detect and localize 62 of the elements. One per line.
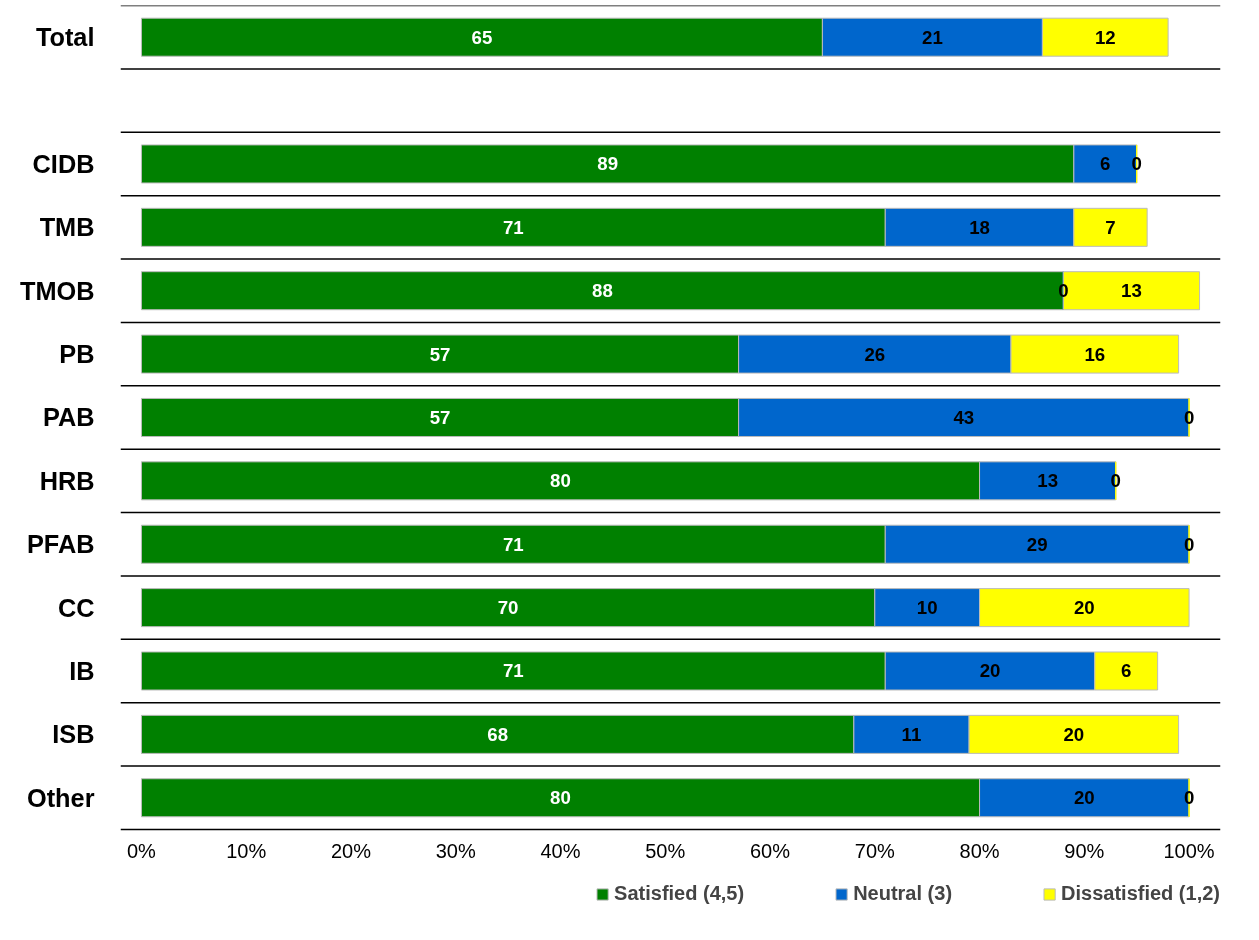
data-label: 21	[922, 26, 943, 48]
x-tick-label: 20%	[330, 840, 372, 863]
x-tick-label: 80%	[959, 840, 1000, 863]
data-label: 16	[1084, 343, 1106, 365]
legend-label: Neutral (3)	[853, 882, 953, 905]
y-tick-label: Other	[26, 783, 95, 812]
legend-label: Satisfied (4,5)	[614, 882, 745, 905]
data-label: 26	[864, 343, 886, 365]
data-label: 88	[592, 280, 613, 302]
data-label: 20	[1063, 723, 1085, 745]
data-label: 12	[1094, 26, 1116, 48]
data-label: 68	[487, 723, 509, 745]
data-label: 0	[1131, 153, 1142, 175]
data-label: 80	[550, 470, 571, 492]
data-label: 20	[979, 660, 1001, 682]
data-label: 13	[1121, 280, 1142, 302]
data-label: 57	[429, 406, 451, 428]
x-tick-label: 60%	[750, 840, 791, 863]
y-tick-label: CC	[57, 593, 95, 622]
y-tick-label: TMB	[39, 213, 95, 242]
x-tick-label: 90%	[1064, 840, 1105, 863]
y-tick-label: HRB	[39, 466, 95, 495]
data-label: 0	[1058, 280, 1069, 302]
data-label: 0	[1183, 406, 1195, 428]
legend-label: Dissatisfied (1,2)	[1061, 882, 1220, 905]
data-label: 71	[502, 533, 524, 555]
data-label: 71	[502, 216, 524, 238]
y-tick-label: PFAB	[26, 530, 95, 559]
y-tick-label: PB	[59, 340, 95, 369]
y-tick-label: IB	[69, 656, 95, 685]
data-label: 57	[429, 343, 451, 365]
data-label: 89	[597, 153, 619, 175]
data-label: 0	[1183, 533, 1195, 555]
y-tick-label: TMOB	[19, 276, 95, 305]
data-label: 10	[916, 597, 938, 619]
data-label: 18	[969, 216, 990, 238]
data-label: 11	[901, 723, 922, 745]
data-label: 70	[497, 597, 519, 619]
y-tick-label: CIDB	[32, 149, 95, 178]
data-label: 13	[1037, 470, 1059, 492]
y-tick-label: Total	[35, 23, 95, 52]
data-label: 7	[1105, 216, 1116, 238]
data-label: 43	[953, 406, 975, 428]
data-label: 20	[1073, 597, 1095, 619]
x-tick-label: 40%	[540, 840, 581, 863]
data-label: 6	[1100, 153, 1111, 175]
y-tick-label: PAB	[42, 403, 95, 432]
x-tick-label: 10%	[226, 840, 267, 863]
x-tick-label: 30%	[435, 840, 476, 863]
x-tick-label: 70%	[854, 840, 896, 863]
data-label: 71	[502, 660, 524, 682]
x-tick-label: 50%	[645, 840, 686, 863]
data-label: 6	[1121, 660, 1132, 682]
data-label: 80	[550, 787, 571, 809]
data-label: 20	[1073, 787, 1095, 809]
x-tick-label: 100%	[1163, 840, 1215, 863]
x-tick-label: 0%	[127, 840, 157, 863]
y-tick-label: ISB	[52, 720, 95, 749]
data-label: 29	[1026, 533, 1048, 555]
data-label: 0	[1110, 470, 1121, 492]
data-label: 0	[1183, 787, 1195, 809]
data-label: 65	[471, 26, 493, 48]
